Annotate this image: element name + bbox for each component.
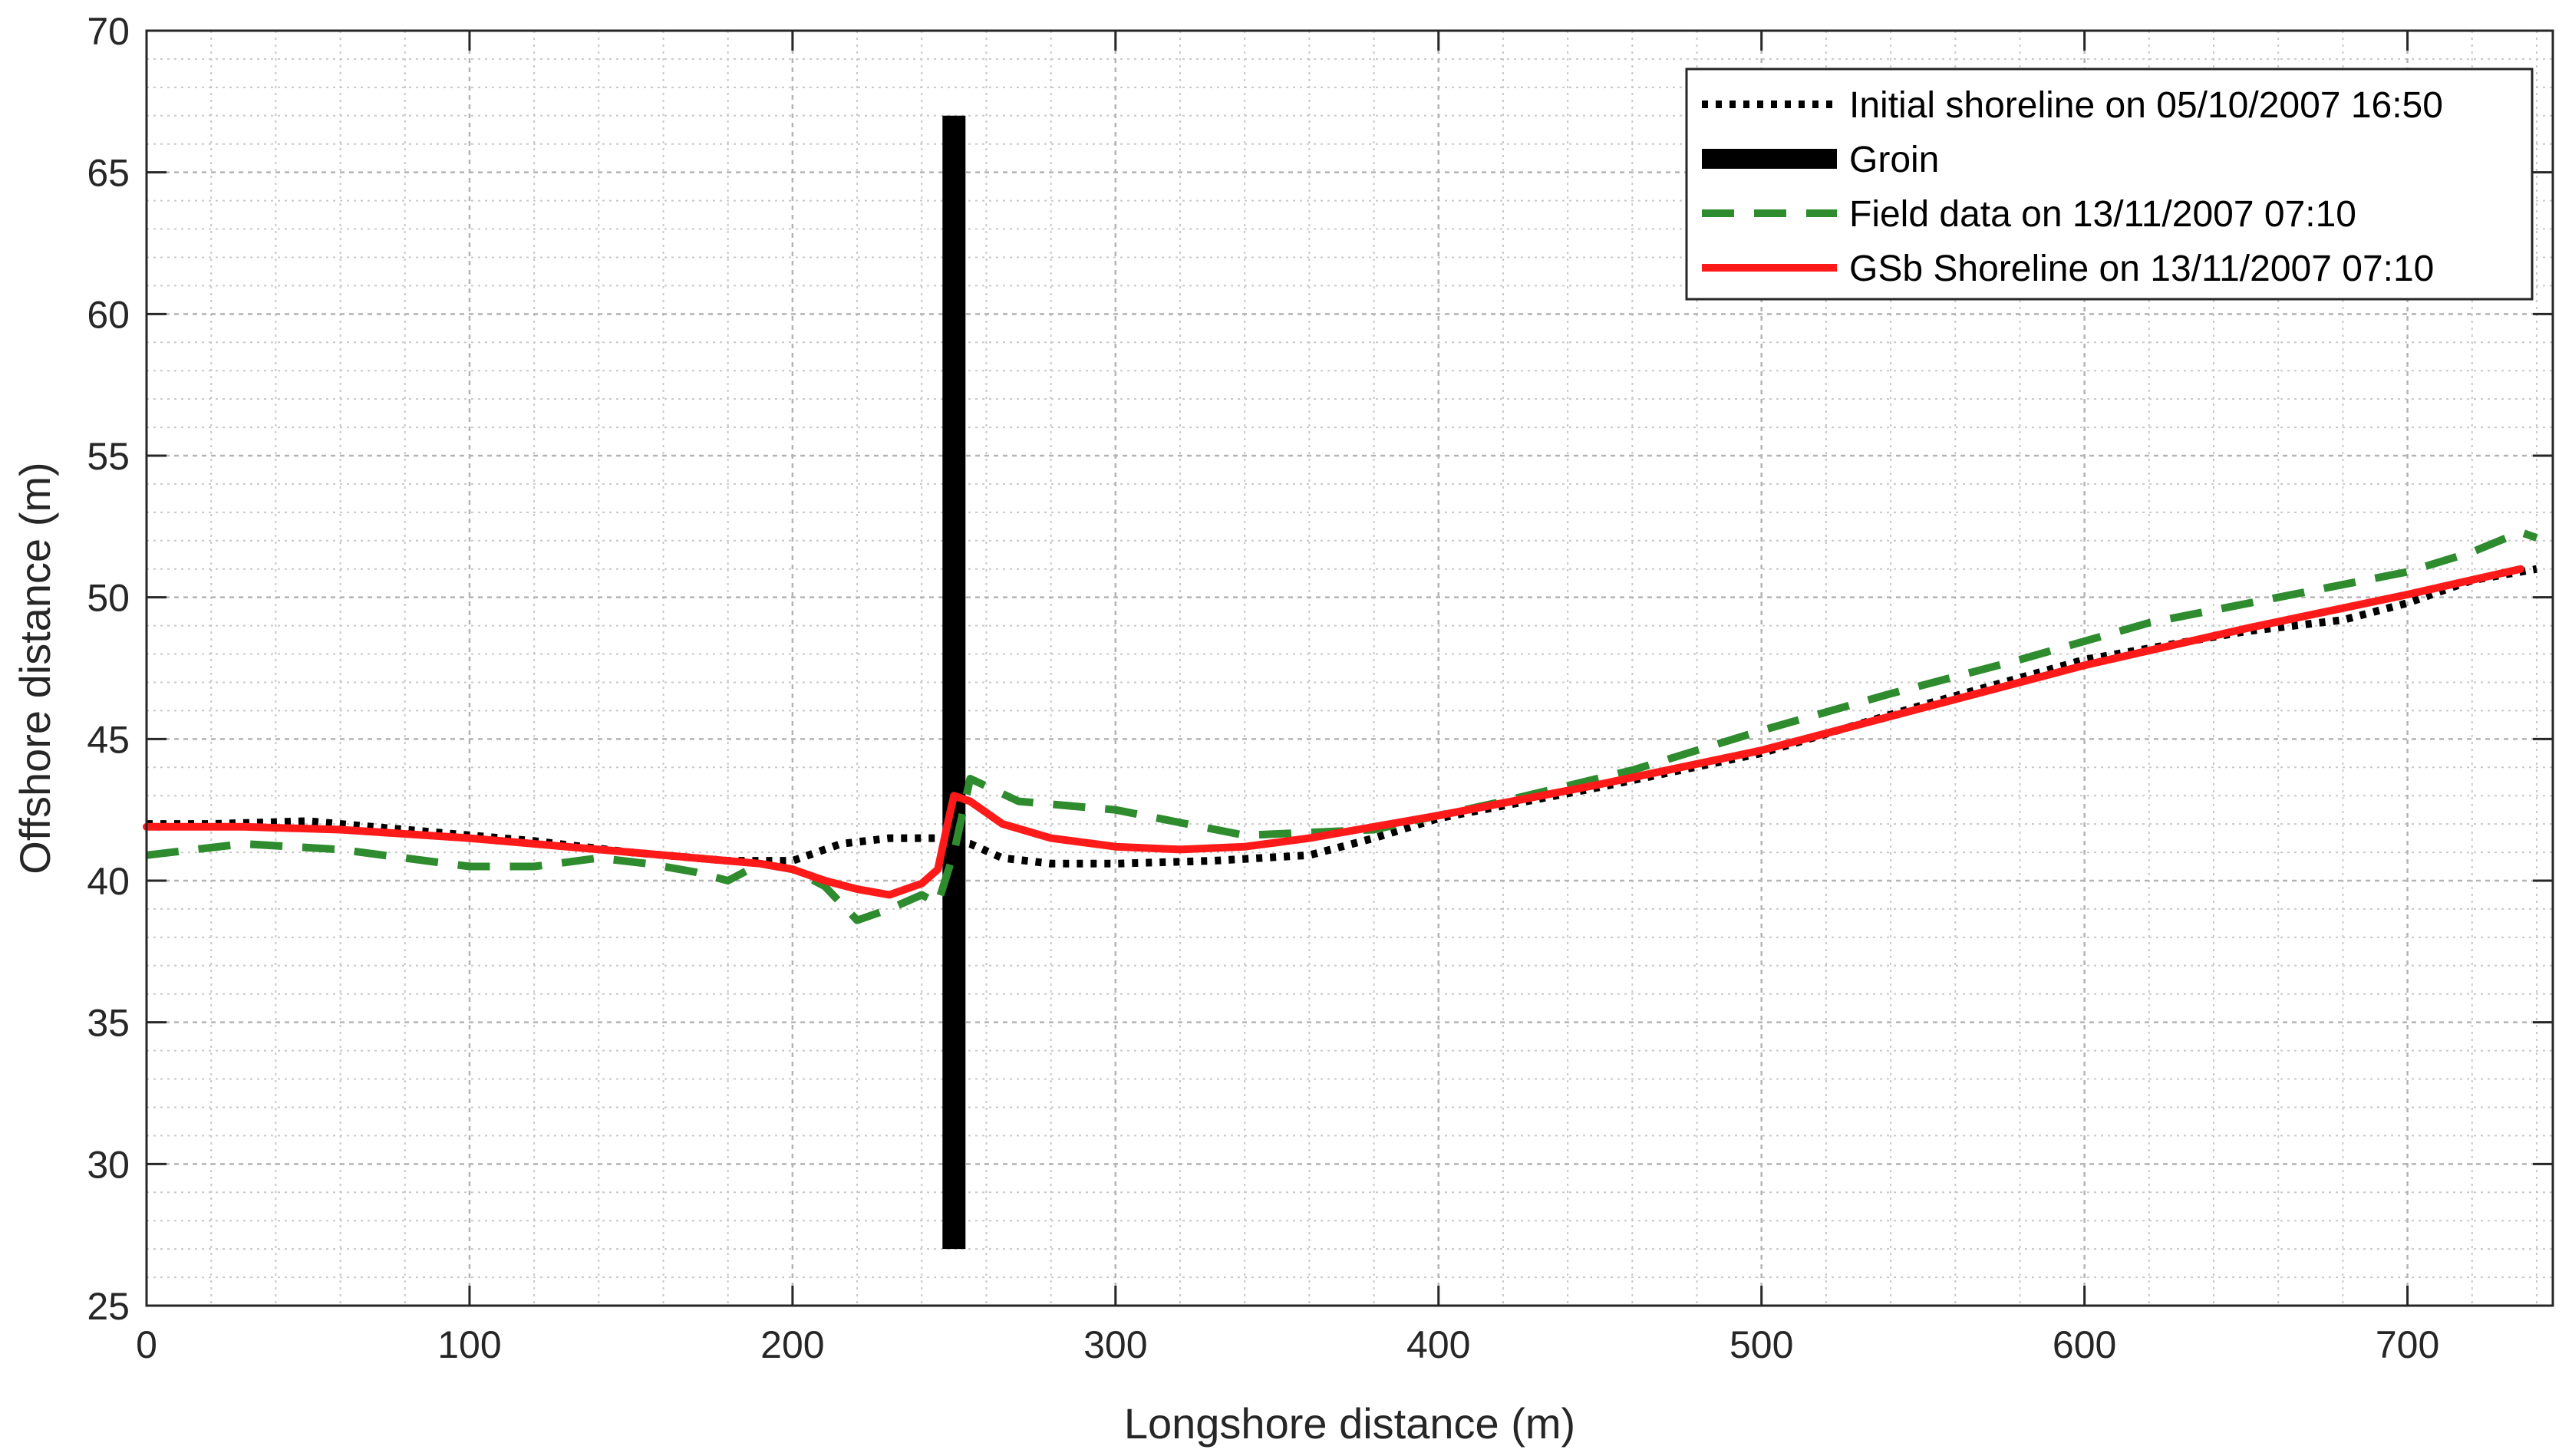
x-tick-label: 400 xyxy=(1406,1323,1470,1366)
x-tick-label: 200 xyxy=(760,1323,824,1366)
legend-label-initial: Initial shoreline on 05/10/2007 16:50 xyxy=(1849,85,2443,126)
x-tick-label: 600 xyxy=(2053,1323,2116,1366)
x-tick-label: 500 xyxy=(1730,1323,1793,1366)
x-tick-labels: 0 100 200 300 400 500 600 700 xyxy=(136,1323,2439,1366)
y-tick-label: 30 xyxy=(87,1143,130,1186)
y-tick-label: 60 xyxy=(87,293,130,336)
y-tick-label: 25 xyxy=(87,1285,130,1328)
y-tick-label: 50 xyxy=(87,577,130,620)
x-tick-label: 100 xyxy=(437,1323,501,1366)
y-tick-label: 35 xyxy=(87,1002,130,1045)
y-tick-label: 45 xyxy=(87,718,130,761)
y-tick-label: 65 xyxy=(87,152,130,195)
series-layer xyxy=(143,115,2538,1250)
y-tick-label: 40 xyxy=(87,860,130,903)
legend-label-field: Field data on 13/11/2007 07:10 xyxy=(1849,194,2356,235)
y-tick-label: 55 xyxy=(87,435,130,478)
series-field-data xyxy=(146,528,2538,924)
axis-ticks xyxy=(145,29,2553,1307)
x-tick-label: 700 xyxy=(2376,1323,2439,1366)
y-tick-label: 70 xyxy=(87,10,130,53)
x-tick-label: 0 xyxy=(136,1323,157,1366)
x-axis-label: Longshore distance (m) xyxy=(1124,1399,1575,1448)
minor-grid xyxy=(147,31,2553,1306)
legend-label-groin: Groin xyxy=(1849,140,1939,180)
y-tick-labels: 25 30 35 40 45 50 55 60 65 70 xyxy=(87,10,130,1328)
legend: Initial shoreline on 05/10/2007 16:50 Gr… xyxy=(1685,68,2534,301)
plot-frame xyxy=(145,29,2554,1307)
x-tick-label: 300 xyxy=(1083,1323,1147,1366)
series-gsb-shoreline xyxy=(143,565,2524,899)
y-axis-label: Offshore distance (m) xyxy=(11,462,59,874)
legend-label-gsb: GSb Shoreline on 13/11/2007 07:10 xyxy=(1849,249,2434,289)
